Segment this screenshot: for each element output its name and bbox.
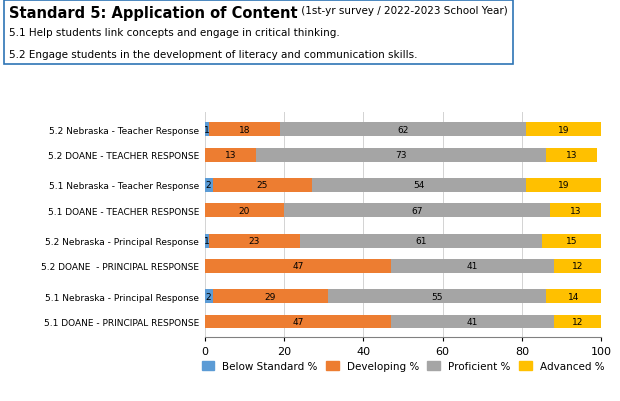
Text: 13: 13	[570, 206, 582, 215]
Bar	[546, 148, 598, 162]
Text: 19: 19	[558, 181, 569, 190]
Text: 2: 2	[206, 181, 211, 190]
Text: 25: 25	[257, 181, 268, 190]
Text: 67: 67	[411, 206, 423, 215]
Bar	[205, 315, 391, 329]
Bar	[205, 234, 208, 248]
Text: 29: 29	[264, 292, 276, 301]
Text: 73: 73	[396, 151, 407, 160]
Text: 54: 54	[413, 181, 425, 190]
Text: 5.1 Help students link concepts and engage in critical thinking.: 5.1 Help students link concepts and enga…	[9, 28, 340, 38]
Text: 13: 13	[566, 151, 577, 160]
Bar	[391, 315, 554, 329]
Text: 12: 12	[572, 262, 583, 271]
Bar	[205, 123, 208, 137]
Text: 2: 2	[206, 292, 211, 301]
Bar	[526, 123, 601, 137]
Bar	[208, 234, 300, 248]
Text: 18: 18	[239, 126, 250, 134]
Bar	[550, 204, 601, 218]
Bar	[542, 234, 601, 248]
Text: 13: 13	[224, 151, 236, 160]
Text: 41: 41	[467, 262, 478, 271]
Text: 19: 19	[558, 126, 569, 134]
Bar	[205, 290, 213, 304]
Legend: Below Standard %, Developing %, Proficient %, Advanced %: Below Standard %, Developing %, Proficie…	[197, 357, 609, 375]
Bar	[300, 234, 542, 248]
Bar	[205, 204, 284, 218]
Bar	[205, 178, 213, 192]
Text: 15: 15	[566, 237, 577, 245]
Bar	[205, 148, 256, 162]
Text: 1: 1	[204, 126, 210, 134]
Bar	[391, 259, 554, 273]
Bar	[213, 290, 327, 304]
Bar	[213, 178, 312, 192]
Text: 47: 47	[292, 262, 304, 271]
Bar	[256, 148, 546, 162]
Text: 5.2 Engage students in the development of literacy and communication skills.: 5.2 Engage students in the development o…	[9, 50, 418, 60]
Text: (1st-yr survey / 2022-2023 School Year): (1st-yr survey / 2022-2023 School Year)	[298, 6, 508, 16]
Text: 23: 23	[249, 237, 260, 245]
Text: 61: 61	[415, 237, 427, 245]
Bar	[327, 290, 546, 304]
Text: 62: 62	[397, 126, 409, 134]
Bar	[526, 178, 601, 192]
Text: Standard 5: Application of Content: Standard 5: Application of Content	[9, 6, 298, 21]
Text: 47: 47	[292, 317, 304, 326]
Bar	[546, 290, 601, 304]
Text: 14: 14	[568, 292, 579, 301]
Text: 55: 55	[431, 292, 443, 301]
Bar	[208, 123, 280, 137]
Bar	[284, 204, 550, 218]
Bar	[554, 315, 601, 329]
Bar	[312, 178, 526, 192]
Text: 20: 20	[239, 206, 250, 215]
Bar	[205, 259, 391, 273]
Text: 12: 12	[572, 317, 583, 326]
Text: 41: 41	[467, 317, 478, 326]
Text: 1: 1	[204, 237, 210, 245]
Bar	[554, 259, 601, 273]
Bar	[280, 123, 526, 137]
